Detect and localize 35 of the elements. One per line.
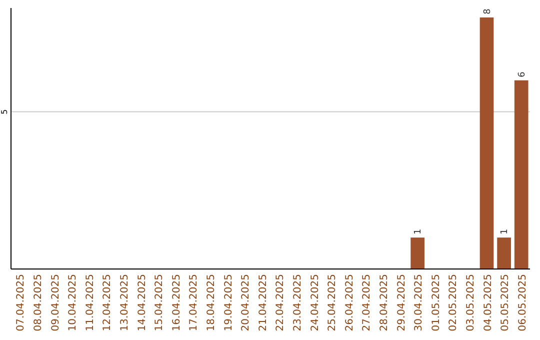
x-tick-label: 13.04.2025 [119,274,130,332]
x-tick-label: 03.05.2025 [465,274,476,332]
x-tick-label: 20.04.2025 [240,274,252,332]
data-label: 8 [482,8,493,14]
data-label: 6 [517,71,528,78]
x-tick-label: 05.05.2025 [500,274,512,332]
x-tick-label: 25.04.2025 [327,274,338,332]
x-tick-label: 16.04.2025 [171,274,182,332]
x-tick-label: 21.04.2025 [258,274,269,332]
x-tick-label: 10.04.2025 [68,274,79,332]
data-label: 1 [500,228,510,235]
x-tick-label: 06.05.2025 [517,274,528,332]
x-tick-label: 08.04.2025 [32,274,44,332]
x-tick-label: 02.05.2025 [448,274,460,332]
x-tick-label: 18.04.2025 [206,274,217,332]
x-tick-label: 07.04.2025 [16,274,27,332]
x-tick-label: 24.04.2025 [310,274,321,332]
x-tick-label: 19.04.2025 [223,274,234,332]
x-tick-label: 26.04.2025 [344,274,356,332]
x-tick-label: 04.05.2025 [482,274,494,332]
y-tick-label: 5 [0,109,9,114]
x-tick-label: 17.04.2025 [188,274,200,332]
x-tick-label: 30.04.2025 [414,274,425,332]
x-tick-label: 23.04.2025 [292,274,304,332]
data-label: 1 [414,228,424,235]
x-tick-label: 11.04.2025 [84,274,96,332]
x-tick-label: 22.04.2025 [275,274,286,332]
x-tick-label: 12.04.2025 [102,274,114,332]
x-tick-label: 27.04.2025 [362,274,373,332]
x-tick-label: 14.04.2025 [136,274,148,332]
x-tick-label: 15.04.2025 [154,274,166,332]
x-tick-label: 28.04.2025 [378,274,390,332]
x-tick-label: 29.04.2025 [396,274,408,332]
x-tick-label: 01.05.2025 [430,274,442,332]
x-tick-label: 09.04.2025 [50,274,62,332]
